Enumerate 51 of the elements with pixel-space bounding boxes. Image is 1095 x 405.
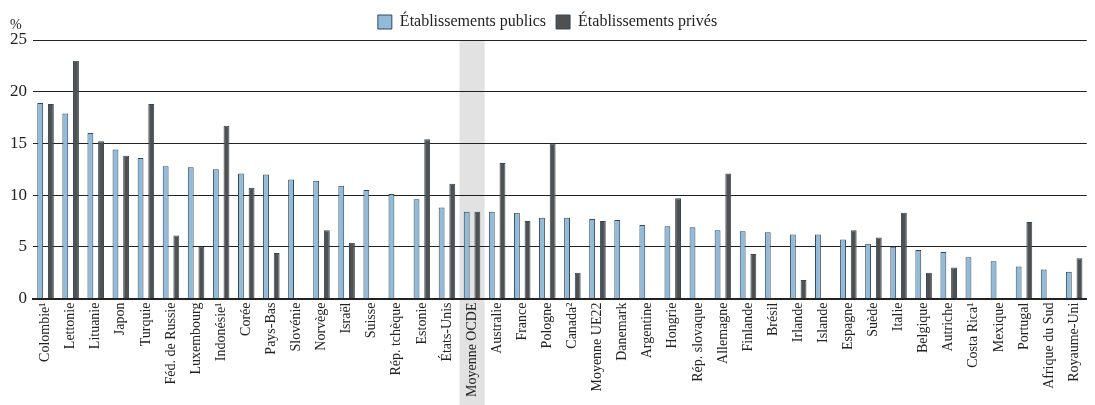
x-tick-label: Luxembourg — [187, 302, 203, 375]
x-tick-label: Slovénie — [288, 302, 304, 352]
y-tick-label: 20 — [10, 81, 27, 101]
x-tick-label: Italie — [890, 302, 906, 332]
x-tick-label: Mexique — [990, 302, 1006, 353]
x-tick-label: Australie — [488, 302, 504, 354]
x-tick-label: Pologne — [538, 302, 554, 349]
x-tick-label: Rép. slovaque — [689, 302, 705, 382]
x-tick-label: Moyenne UE22 — [589, 302, 605, 392]
x-tick-label: Belgique — [915, 302, 931, 354]
x-tick-label: Turquie — [137, 302, 153, 347]
x-tick-label: Pays-Bas — [263, 302, 279, 355]
legend-label: Établissements privés — [578, 11, 718, 31]
x-tick-label: Islande — [814, 302, 830, 343]
x-tick-label: Allemagne — [714, 302, 730, 364]
x-tick-label: Finlande — [739, 302, 755, 352]
x-tick-label: Colombie¹ — [37, 302, 53, 362]
x-tick-label: Suède — [865, 302, 881, 337]
x-tick-label: Féd. de Russie — [162, 302, 178, 385]
x-tick-label: Costa Rica¹ — [965, 302, 981, 368]
x-tick-label: Estonie — [413, 302, 429, 345]
x-tick-label: Indonésie¹ — [212, 302, 228, 362]
x-tick-label: Moyenne OCDE — [463, 302, 479, 398]
x-tick-label: Brésil — [764, 302, 780, 336]
y-tick-label: 25 — [10, 29, 27, 49]
x-tick-label: Norvège — [313, 302, 329, 351]
x-tick-label: Autriche — [940, 302, 956, 352]
legend-label: Établissements publics — [399, 11, 547, 31]
x-tick-label: Lettonie — [62, 302, 78, 350]
y-tick-label: 0 — [18, 287, 27, 307]
x-tick-label: États-Unis — [437, 302, 454, 362]
x-tick-label: Corée — [237, 302, 253, 336]
y-tick-label: 5 — [18, 236, 27, 256]
x-tick-label: Japon — [112, 302, 128, 336]
x-tick-label: France — [513, 302, 529, 341]
x-tick-label: Espagne — [840, 302, 856, 350]
x-tick-label: Irlande — [789, 302, 805, 343]
x-tick-label: Hongrie — [664, 302, 680, 349]
x-tick-label: Royaume-Uni — [1065, 302, 1081, 382]
x-tick-label: Rép. tchèque — [388, 302, 404, 376]
y-axis-title: % — [10, 16, 22, 32]
x-tick-label: Lituanie — [87, 302, 103, 350]
x-tick-label: Afrique du Sud — [1040, 302, 1056, 389]
x-tick-label: Canada² — [564, 302, 580, 349]
x-tick-label: Portugal — [1015, 302, 1031, 350]
y-tick-label: 15 — [10, 132, 27, 152]
y-tick-label: 10 — [10, 184, 27, 204]
x-tick-label: Argentine — [639, 302, 655, 359]
x-tick-label: Israël — [338, 302, 354, 334]
x-tick-label: Suisse — [363, 302, 379, 339]
x-tick-label: Danemark — [614, 302, 630, 361]
